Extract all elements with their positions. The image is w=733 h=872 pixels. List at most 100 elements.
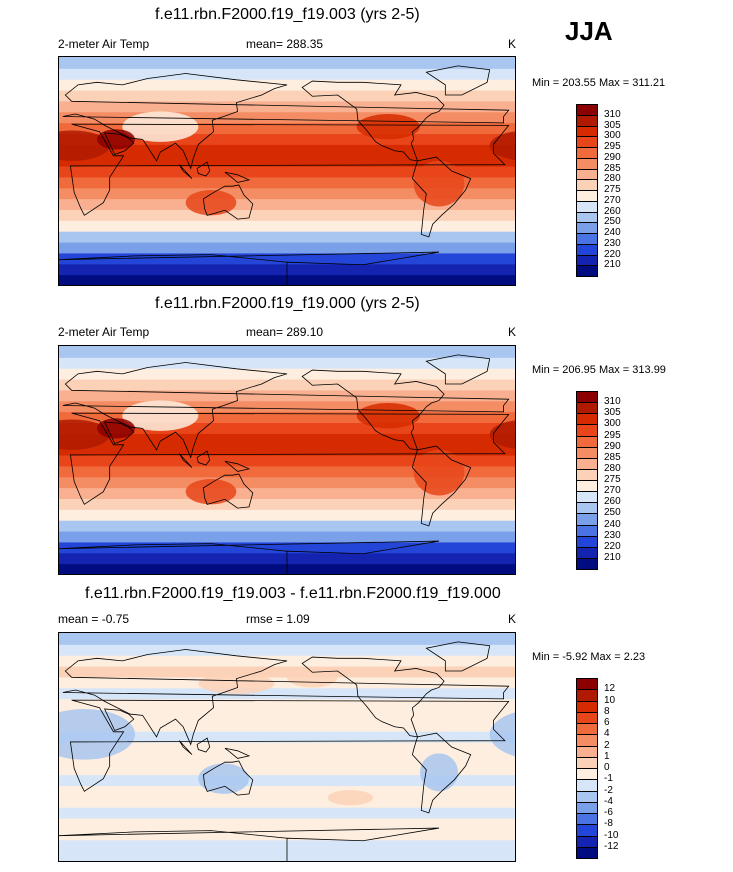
continent-outline: [103, 421, 135, 445]
panel3-title: f.e11.rbn.F2000.f19_f19.003 - f.e11.rbn.…: [85, 585, 501, 602]
panel1-map-canvas: [59, 57, 515, 285]
colorbar-tick-label: 210: [604, 551, 621, 563]
panel2-minmax-label: Min = 206.95 Max = 313.99: [532, 364, 666, 376]
colorbar-tick-label: 2: [604, 739, 610, 751]
anomaly-region: [413, 160, 465, 207]
panel3-units-label: K: [508, 612, 517, 626]
temperature-band: [59, 709, 515, 721]
continent-outline: [301, 369, 445, 451]
anomaly-region: [356, 114, 421, 140]
temperature-band: [59, 241, 515, 254]
colorbar-tick-label: 290: [604, 151, 621, 163]
colorbar-tick-label: 0: [604, 762, 610, 773]
colorbar-tick-label: 250: [604, 507, 621, 519]
anomaly-region: [59, 130, 110, 161]
temperature-band: [59, 198, 515, 210]
colorbar-tick-label: 310: [604, 108, 621, 120]
temperature-band: [59, 828, 515, 841]
continent-outline: [69, 699, 510, 792]
panel3-mean-label: mean = -0.75: [58, 612, 130, 626]
continent-outline: [196, 161, 211, 177]
colorbar-tick-label: 275: [604, 184, 621, 195]
panel3-map-canvas: [59, 633, 515, 861]
temperature-band: [59, 730, 515, 743]
panel1-title: f.e11.rbn.F2000.f19_f19.003 (yrs 2-5): [155, 6, 420, 23]
colorbar-tick-label: 280: [604, 173, 621, 185]
colorbar-tick-label: -2: [604, 784, 613, 796]
colorbar-tick-label: -12: [604, 840, 619, 852]
temperature-band: [59, 741, 515, 754]
colorbar-swatch: [576, 265, 598, 277]
colorbar-tick-label: 230: [604, 529, 621, 541]
anomaly-region: [122, 111, 199, 142]
colorbar-swatch: [576, 557, 598, 570]
temperature-band: [59, 665, 515, 678]
panel2-colorbar: 310 305 300 295 290 285 280 275 270 260 250 240 230 2…: [576, 391, 636, 570]
temperature-band: [59, 252, 515, 265]
anomaly-region: [489, 420, 515, 449]
panel1-units-label: K: [508, 37, 517, 51]
colorbar-tick-label: 300: [604, 418, 621, 430]
panel3-rmse-label: rmse = 1.09: [246, 612, 310, 626]
temperature-band: [59, 400, 515, 413]
panel1-map: [58, 56, 516, 286]
anomaly-region: [327, 790, 374, 806]
continent-outline: [103, 132, 135, 156]
temperature-band: [59, 508, 515, 521]
temperature-band: [59, 498, 515, 510]
colorbar-tick-label: 230: [604, 237, 621, 249]
temperature-band: [59, 411, 515, 423]
colorbar-tick-label: 12: [604, 683, 616, 695]
temperature-band: [59, 530, 515, 543]
continent-outline: [196, 737, 211, 753]
colorbar-tick-label: 260: [604, 205, 621, 217]
colorbar-tick-label: 240: [604, 227, 621, 238]
colorbar-tick-label: -1: [604, 773, 613, 785]
anomaly-region: [59, 419, 110, 450]
continent-outline: [202, 473, 254, 509]
temperature-band: [59, 100, 515, 113]
temperature-band: [59, 422, 515, 434]
continent-outline: [62, 649, 510, 746]
temperature-band: [59, 57, 515, 69]
anomaly-region: [198, 673, 275, 694]
colorbar-tick-label: -6: [604, 807, 613, 818]
continent-outline: [224, 747, 251, 759]
colorbar-tick-label: 270: [604, 485, 621, 497]
temperature-band: [59, 346, 515, 358]
continent-outline: [425, 65, 491, 96]
continent-outline: [62, 73, 510, 170]
temperature-band: [59, 219, 515, 232]
anomaly-region: [198, 763, 250, 794]
continent-outline: [224, 460, 251, 472]
continent-outline: [301, 80, 445, 162]
continent-outline: [178, 164, 193, 179]
temperature-band: [59, 133, 515, 145]
colorbar-tick-label: 295: [604, 429, 621, 441]
temperature-band: [59, 795, 515, 808]
temperature-band: [59, 763, 515, 776]
continent-outline: [202, 184, 254, 220]
continent-outline: [69, 412, 510, 505]
continent-outline: [425, 641, 491, 672]
continent-outline: [425, 354, 491, 385]
continent-outline: [224, 171, 251, 183]
temperature-band: [59, 143, 515, 156]
anomaly-region: [356, 403, 421, 429]
colorbar-tick-label: 220: [604, 540, 621, 552]
panel3-colorbar: 12 10 8 6 4 2 1 0 -1 -2 -4 -6 -8 -10 -12: [576, 678, 636, 859]
temperature-band: [59, 454, 515, 467]
colorbar-tick-label: 250: [604, 216, 621, 228]
anomaly-region: [287, 667, 338, 688]
temperature-band: [59, 154, 515, 167]
continent-outline: [178, 740, 193, 755]
panel2-map: [58, 345, 516, 575]
temperature-band: [59, 633, 515, 645]
colorbar-tick-label: -4: [604, 795, 613, 807]
panel1-minmax-label: Min = 203.55 Max = 311.21: [532, 77, 666, 89]
continent-outline: [411, 732, 472, 814]
continent-outline: [301, 656, 445, 738]
continent-outline: [178, 453, 193, 468]
temperature-band: [59, 643, 515, 656]
panel2-title: f.e11.rbn.F2000.f19_f19.000 (yrs 2-5): [155, 295, 420, 312]
